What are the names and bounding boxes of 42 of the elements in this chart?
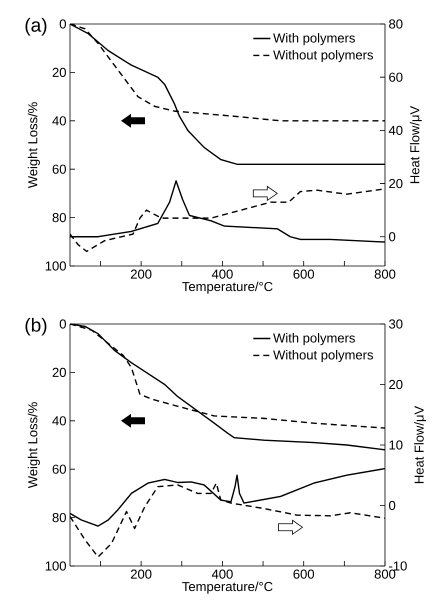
x-tick-label: 600 [294, 270, 314, 279]
legend-label: With polymers [273, 33, 355, 46]
legend-label: Without polymers [273, 50, 374, 62]
y2-tick-label: 0 [389, 500, 396, 510]
y2-tick-label: -10 [389, 561, 407, 571]
x-tick-label: 200 [130, 570, 152, 579]
y2-tick-label: 80 [389, 19, 402, 29]
y2-tick-label: 10 [390, 440, 402, 450]
y-tick-label: 40 [52, 116, 66, 126]
y2-axis-title: Heat Flow/μV [414, 406, 426, 484]
x-tick-label: 400 [212, 570, 233, 579]
y2-tick-label: 30 [389, 319, 402, 329]
legend-label: With polymers [273, 333, 355, 346]
x-tick-label: 600 [294, 570, 314, 579]
x-tick-label: 200 [130, 270, 152, 279]
y-axis-title: Weight Loss/% [28, 102, 40, 188]
x-tick-label: 800 [374, 570, 396, 579]
y2-tick-label: 40 [388, 126, 402, 135]
x-tick-label: 800 [374, 270, 396, 279]
y-tick-label: 60 [52, 164, 66, 174]
x-tick-label: 400 [212, 270, 233, 279]
y2-tick-label: 20 [389, 178, 402, 188]
y-axis-title: Weight Loss/% [28, 402, 40, 488]
chart-title: (a) [26, 18, 46, 36]
x-axis-title: Temperature/°C [182, 282, 273, 294]
y2-tick-label: 0 [389, 232, 396, 242]
y2-tick-label: 20 [389, 380, 402, 390]
y2-tick-label: 60 [389, 72, 402, 82]
legend-label: Without polymers [273, 350, 374, 362]
y-tick-label: 80 [52, 212, 66, 222]
y2-axis-title: Heat Flow/μV [410, 106, 422, 184]
x-axis-title: Temperature/°C [182, 582, 273, 594]
chart-title: (b) [26, 318, 46, 336]
y-tick-label: 60 [52, 464, 66, 474]
y-tick-label: 40 [52, 416, 66, 426]
y-tick-label: 80 [52, 512, 66, 522]
y-tick-label: 100 [46, 261, 66, 271]
y-tick-label: 0 [60, 319, 66, 329]
y-tick-label: 20 [52, 368, 66, 377]
y-tick-label: 100 [46, 561, 66, 571]
y-tick-label: 20 [52, 68, 66, 78]
y-tick-label: 0 [60, 19, 66, 29]
